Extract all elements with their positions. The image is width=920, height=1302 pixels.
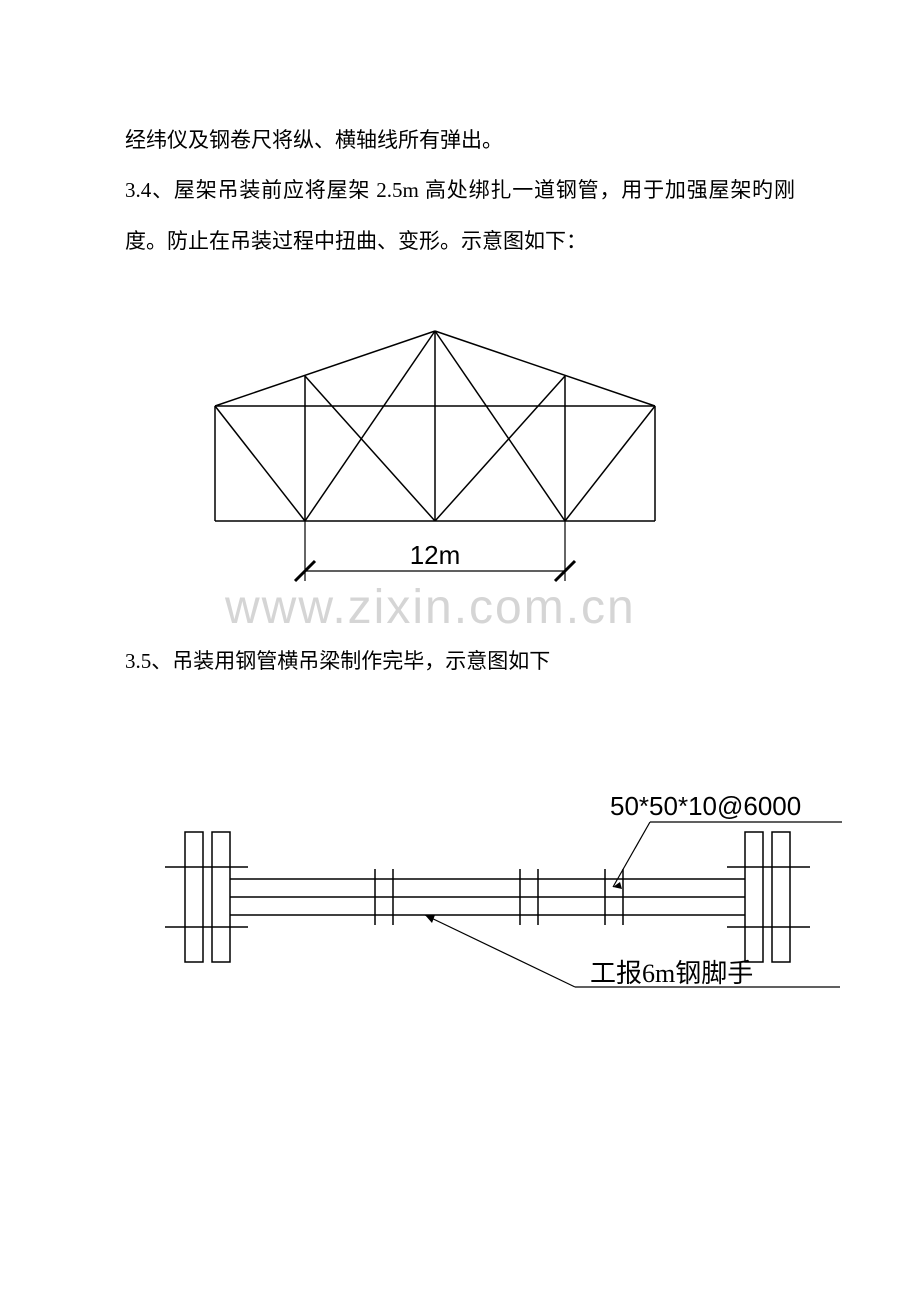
paragraph-1: 经纬仪及钢卷尺将纵、横轴线所有弹出。	[125, 115, 795, 165]
svg-text:12m: 12m	[410, 540, 461, 570]
watermark-text: www.zixin.com.cn	[225, 580, 636, 635]
paragraph-2: 3.4、屋架吊装前应将屋架 2.5m 高处绑扎一道钢管，用于加强屋架旳刚度。防止…	[125, 165, 795, 266]
truss-diagram: 12m	[155, 316, 715, 606]
svg-text:50*50*10@6000: 50*50*10@6000	[610, 791, 801, 821]
beam-diagram: 50*50*10@6000 工报6m钢脚手	[150, 787, 850, 1007]
svg-text:工报6m钢脚手: 工报6m钢脚手	[590, 959, 753, 988]
paragraph-3: 3.5、吊装用钢管横吊梁制作完毕，示意图如下	[125, 636, 795, 686]
